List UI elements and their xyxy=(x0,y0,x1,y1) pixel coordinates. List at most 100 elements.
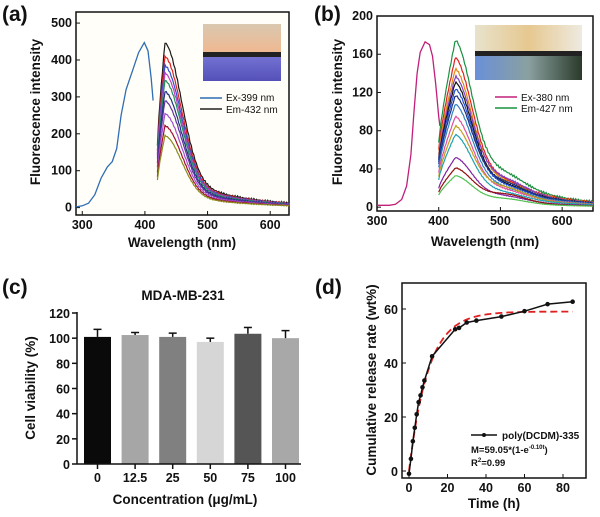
y-tick-label: 100 xyxy=(51,164,72,178)
y-tick-label: 20 xyxy=(56,433,70,447)
y-tick-label: 400 xyxy=(51,53,72,67)
y-tick-label: 200 xyxy=(51,127,72,141)
x-axis-title: Wavelength (nm) xyxy=(431,234,539,249)
fit-equation-main: M=59.05*(1-e xyxy=(471,445,529,456)
emission-spectrum-line xyxy=(438,133,594,206)
y-tick-label: 0 xyxy=(63,458,70,472)
data-point xyxy=(418,393,423,398)
y-tick-label: 120 xyxy=(352,85,373,99)
panel-c-viability-chart: MDA-MB-231 0 20 40 60 80 100 120 0 12.5 25 50 75 100… xyxy=(23,288,301,507)
data-point xyxy=(420,385,425,390)
legend-label-ex: Ex-380 nm xyxy=(521,93,569,104)
x-tick-label: 0 xyxy=(406,481,413,495)
emission-spectrum-line xyxy=(156,133,290,207)
x-tick-label: 300 xyxy=(367,214,388,228)
y-tick-label: 160 xyxy=(352,47,373,61)
data-point xyxy=(570,299,575,305)
panel-label-b: (b) xyxy=(314,3,341,26)
bar xyxy=(234,333,262,464)
panel-label-c: (c) xyxy=(2,276,28,299)
r2-exponent: 2 xyxy=(478,458,482,464)
panel-label-a: (a) xyxy=(2,3,28,26)
panel-label-d: (d) xyxy=(315,276,342,299)
panel-d-release-chart: 0 20 40 60 80 0 20 40 60 poly(DCDM)-335 M=59.05*… xyxy=(364,282,587,511)
fit-equation: M=59.05*(1-e-0.10t) xyxy=(471,445,548,456)
r2-label: R xyxy=(471,458,478,469)
panel-a-fluorescence-chart: 300 400 500 600 0 100 200 300 400 500 Ex-399 nm E… xyxy=(28,11,290,250)
x-tick-label: 25 xyxy=(166,471,180,485)
y-tick-label: 40 xyxy=(384,357,398,371)
data-point xyxy=(429,353,435,359)
y-tick-label: 40 xyxy=(359,162,373,176)
emission-spectrum-line xyxy=(438,167,594,207)
y-tick-label: 20 xyxy=(384,411,398,425)
data-point xyxy=(456,325,462,331)
y-tick-label: 300 xyxy=(51,90,72,104)
x-tick-label: 400 xyxy=(134,218,155,232)
x-tick-label: 20 xyxy=(441,481,455,495)
data-point xyxy=(422,378,427,383)
bar xyxy=(121,335,149,464)
x-axis-title: Concentration (μg/mL) xyxy=(113,492,258,507)
bar xyxy=(272,338,299,464)
plot-frame xyxy=(401,282,587,479)
x-tick-label: 300 xyxy=(72,218,93,232)
y-axis-title: Fluorescence intensity xyxy=(330,38,345,185)
x-tick-label: 80 xyxy=(556,481,570,495)
data-point xyxy=(416,399,421,405)
emission-spectrum-line xyxy=(438,95,594,205)
y-tick-label: 0 xyxy=(366,200,373,214)
x-tick-label: 100 xyxy=(275,471,296,485)
emission-spectrum-line xyxy=(438,40,594,204)
legend-label-em: Em-432 nm xyxy=(226,105,278,116)
data-point xyxy=(406,471,412,477)
inset-vial-photo xyxy=(475,25,582,80)
y-tick-label: 80 xyxy=(359,124,373,138)
y-axis-title: Fluorescence intensity xyxy=(28,38,43,185)
x-axis-title: Wavelength (nm) xyxy=(128,235,236,250)
data-point xyxy=(410,439,416,444)
fit-curve xyxy=(408,310,573,472)
legend-label-ex: Ex-399 nm xyxy=(226,93,274,104)
legend-marker xyxy=(482,433,486,437)
excitation-spectrum-line xyxy=(75,41,154,208)
x-axis-title: Time (h) xyxy=(468,496,520,511)
x-tick-label: 600 xyxy=(260,218,281,232)
y-tick-label: 500 xyxy=(51,16,72,30)
y-tick-label: 200 xyxy=(352,9,373,23)
data-point xyxy=(452,326,458,332)
x-tick-label: 60 xyxy=(518,481,532,495)
inset-vial-photo xyxy=(203,24,281,81)
x-tick-label: 600 xyxy=(552,214,573,228)
x-tick-label: 400 xyxy=(428,214,449,228)
legend-label: poly(DCDM)-335 xyxy=(502,431,580,442)
x-tick-label: 12.5 xyxy=(123,471,147,485)
excitation-spectrum-line xyxy=(377,40,441,206)
data-point xyxy=(545,301,550,307)
data-point xyxy=(408,456,414,462)
fit-equation-close: ) xyxy=(545,445,548,456)
y-tick-label: 40 xyxy=(56,408,70,422)
bar xyxy=(84,336,111,464)
y-axis-title: Cell viability (%) xyxy=(23,336,38,440)
y-tick-label: 60 xyxy=(56,383,70,397)
x-tick-label: 75 xyxy=(241,471,255,485)
y-axis-title: Cumulative release rate (wt%) xyxy=(364,284,379,475)
y-tick-label: 0 xyxy=(65,201,72,215)
data-point xyxy=(474,318,479,323)
data-point xyxy=(414,412,420,417)
data-point xyxy=(522,308,527,314)
data-point xyxy=(499,314,504,319)
x-tick-label: 40 xyxy=(479,481,493,495)
bar xyxy=(196,341,224,464)
data-point xyxy=(464,320,470,325)
y-tick-label: 100 xyxy=(49,332,70,346)
x-tick-label: 500 xyxy=(490,214,511,228)
x-tick-label: 50 xyxy=(203,471,217,485)
fit-r-squared: R2=0.99 xyxy=(471,458,505,469)
data-point xyxy=(412,425,418,431)
bar xyxy=(159,336,187,464)
fit-equation-exponent: -0.10t xyxy=(529,445,545,451)
x-tick-label: 500 xyxy=(197,218,218,232)
